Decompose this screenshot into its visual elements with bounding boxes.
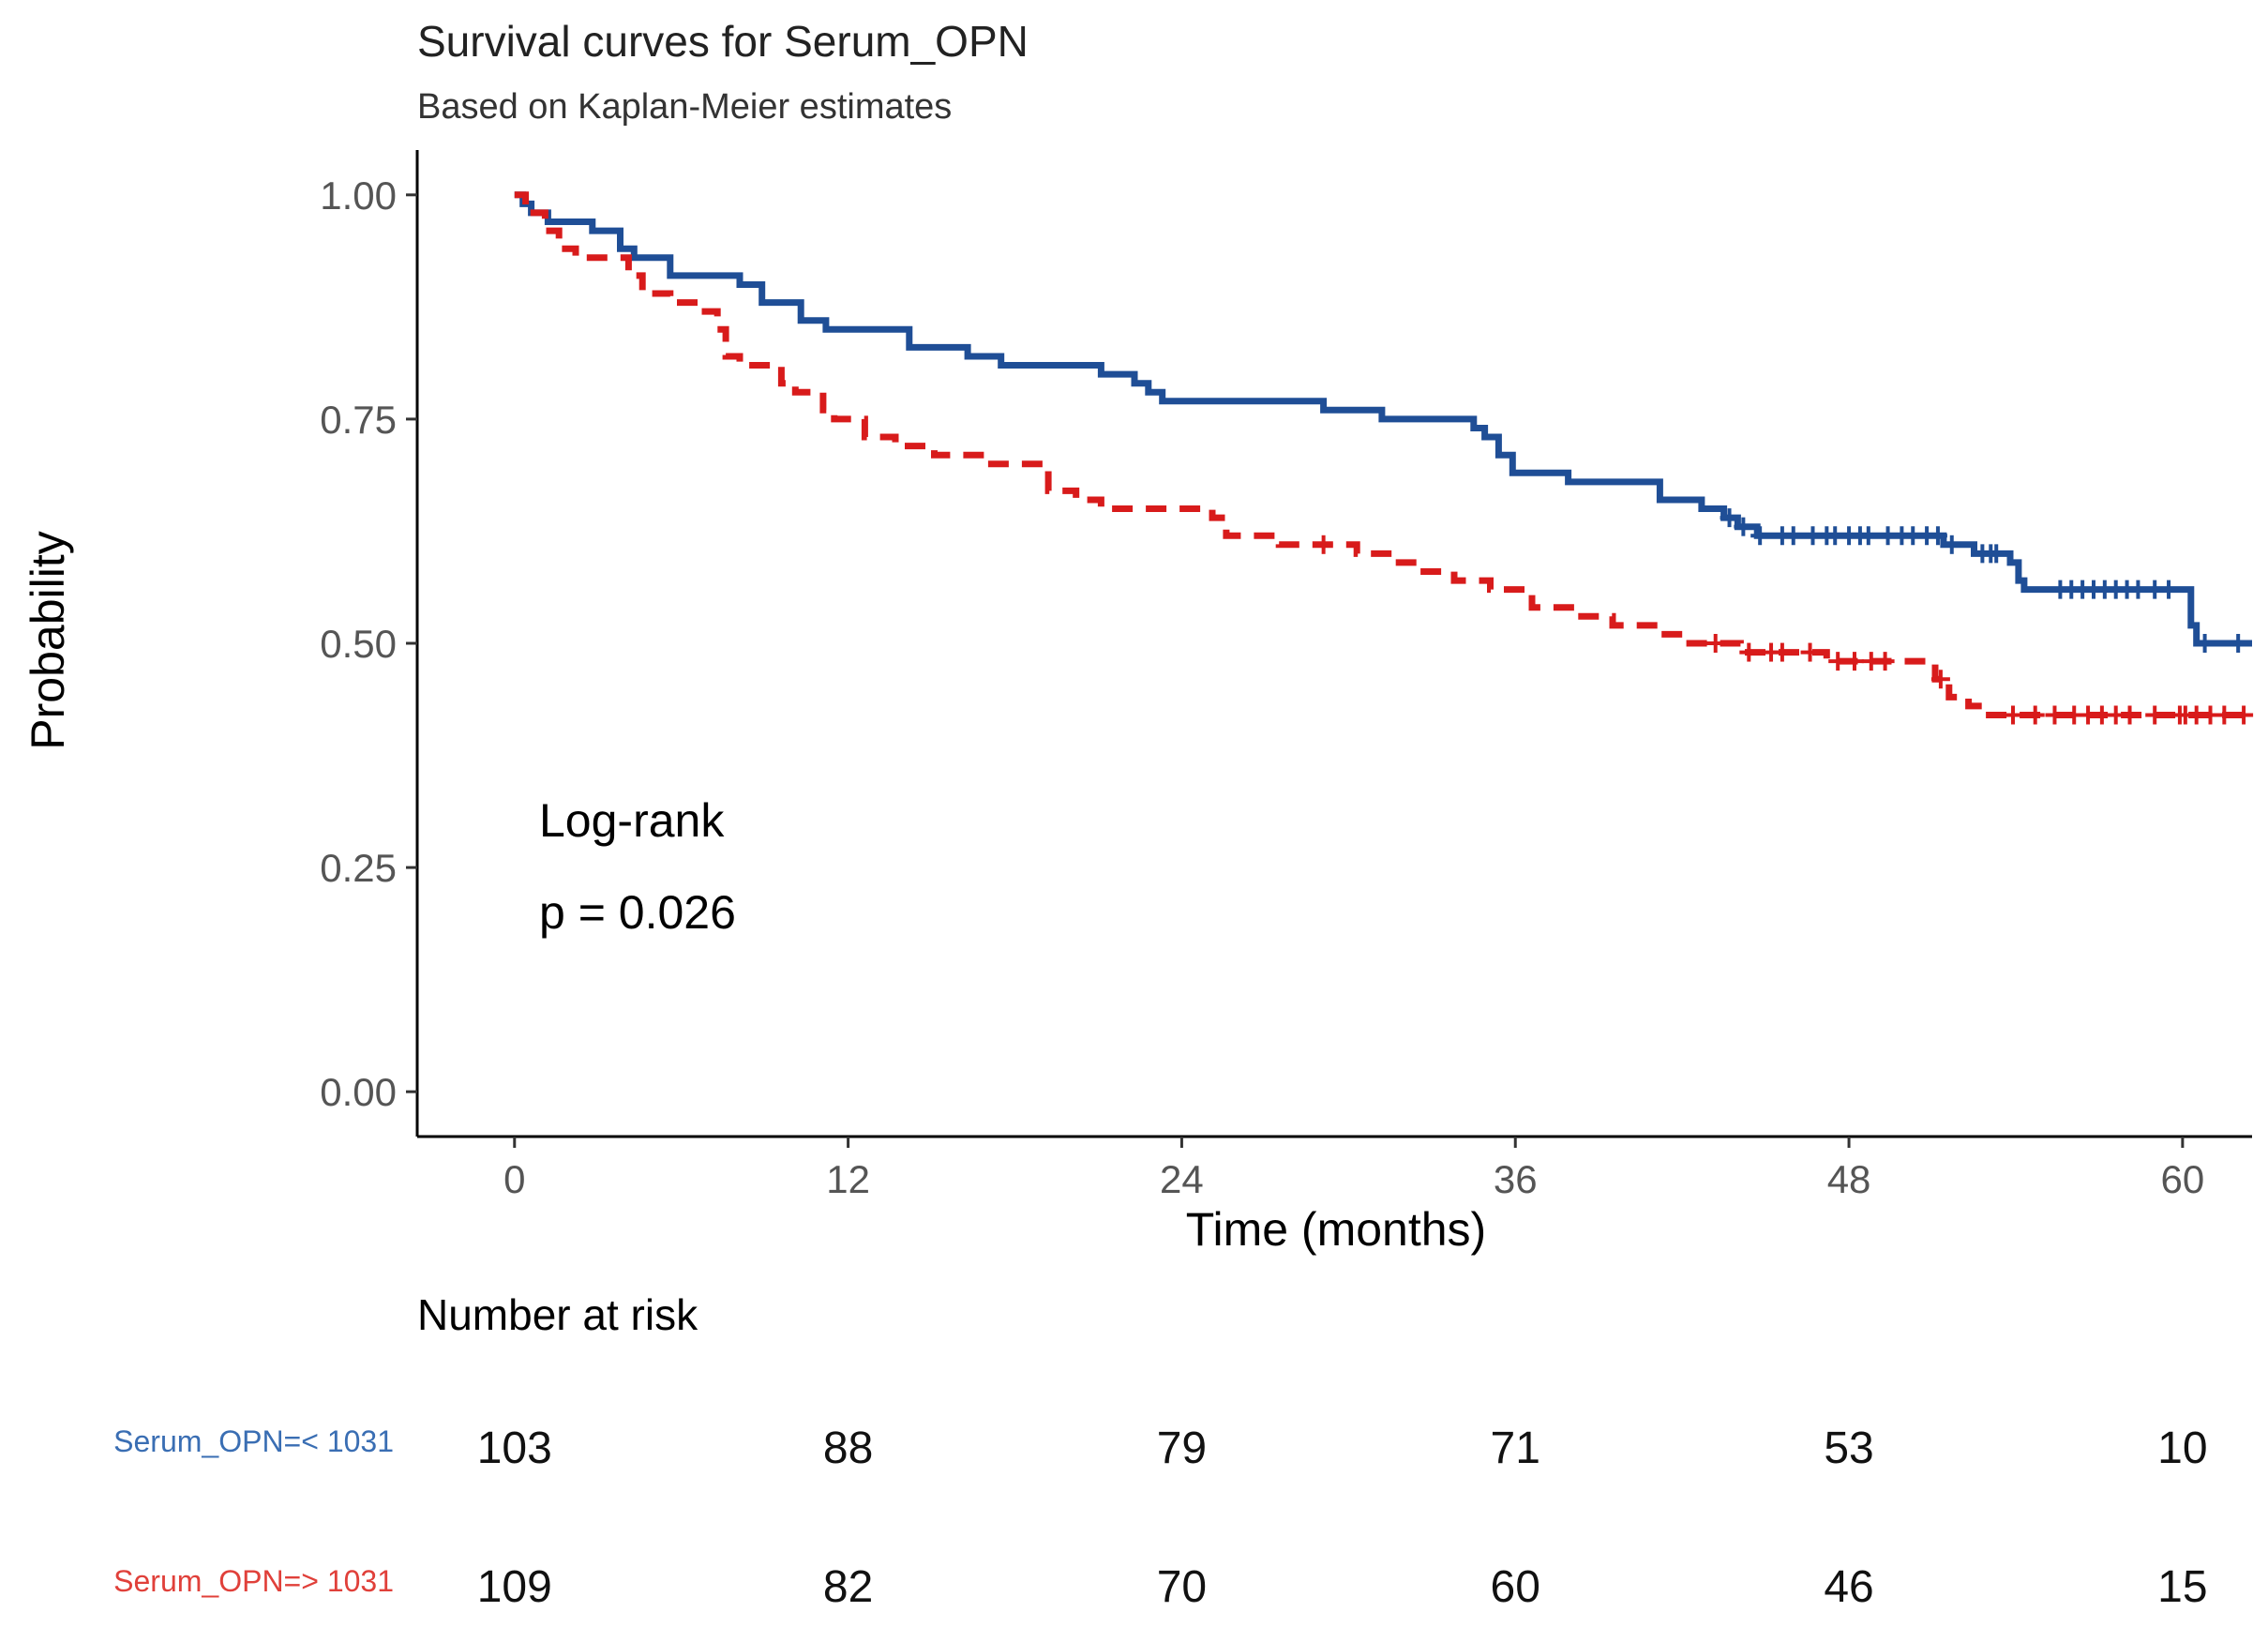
censor-mark: [2045, 705, 2065, 725]
x-tick-label: 12: [826, 1157, 870, 1201]
censor-mark: [1314, 535, 1333, 554]
censor-mark: [2195, 634, 2215, 653]
x-ticks: 0 12 24 36 48 60: [503, 1137, 2204, 1201]
censor-mark: [1800, 642, 1820, 662]
risk-count: 15: [2157, 1562, 2207, 1612]
censor-mark: [1858, 526, 1878, 546]
risk-count: 60: [1491, 1562, 1540, 1612]
survival-curves: [514, 191, 2254, 725]
risk-count: 53: [1824, 1424, 1873, 1473]
risk-count: 82: [823, 1562, 873, 1612]
risk-count: 79: [1157, 1424, 1207, 1473]
y-tick-label: 0.50: [320, 622, 397, 666]
risk-count: 10: [2157, 1424, 2207, 1473]
risk-table-title: Number at risk: [417, 1290, 698, 1339]
y-tick-label: 0.75: [320, 398, 397, 442]
censor-mark: [1828, 652, 1848, 671]
risk-count: 103: [477, 1424, 552, 1473]
survival-curve-low: [514, 191, 2252, 647]
censor-mark: [2145, 705, 2165, 725]
y-tick-label: 0.25: [320, 846, 397, 890]
risk-count: 46: [1824, 1562, 1873, 1612]
censor-mark: [1844, 652, 1864, 671]
censor-mark: [1750, 526, 1770, 546]
censor-mark: [2003, 705, 2022, 725]
risk-count: 88: [823, 1424, 873, 1473]
survival-curve-high: [514, 191, 2252, 718]
chart-subtitle: Based on Kaplan-Meier estimates: [417, 87, 952, 127]
censor-mark: [1930, 670, 1950, 689]
censor-mark: [2025, 705, 2045, 725]
risk-count: 109: [477, 1562, 552, 1612]
censor-mark: [2120, 705, 2140, 725]
risk-row-label-low: Serum_OPN=< 1031: [113, 1424, 394, 1458]
risk-row-label-high: Serum_OPN=> 1031: [113, 1564, 394, 1598]
censor-mark: [1875, 652, 1895, 671]
censor-mark: [1734, 517, 1753, 536]
risk-count: 71: [1491, 1424, 1540, 1473]
censor-mark: [1739, 642, 1759, 662]
censor-mark: [1942, 535, 1961, 554]
y-ticks: 0.00 0.25 0.50 0.75 1.00: [320, 173, 417, 1114]
x-axis-label: Time (months): [1186, 1203, 1486, 1256]
censor-mark: [1783, 526, 1803, 546]
x-tick-label: 36: [1494, 1157, 1538, 1201]
x-tick-label: 0: [503, 1157, 525, 1201]
log-rank-label: Log-rank: [539, 794, 725, 847]
x-tick-label: 24: [1160, 1157, 1204, 1201]
censor-mark: [2215, 705, 2234, 725]
y-axis-label: Probability: [22, 531, 74, 749]
risk-count: 70: [1157, 1562, 1207, 1612]
y-tick-label: 0.00: [320, 1070, 397, 1114]
x-tick-label: 60: [2161, 1157, 2205, 1201]
censor-mark: [2128, 580, 2148, 599]
censor-mark: [1705, 634, 1725, 653]
censor-mark: [1772, 642, 1792, 662]
censor-mark: [2229, 634, 2248, 653]
censor-mark: [1987, 544, 2006, 564]
chart-title: Survival curves for Serum_OPN: [417, 17, 1029, 66]
p-value-label: p = 0.026: [539, 886, 736, 939]
censor-mark: [1720, 508, 1739, 528]
x-tick-label: 48: [1827, 1157, 1871, 1201]
y-tick-label: 1.00: [320, 173, 397, 218]
censor-mark: [2234, 705, 2254, 725]
censor-mark: [2159, 580, 2179, 599]
risk-counts: 103 88 79 71 53 10 109 82 70 60 46 15: [477, 1424, 2208, 1612]
censor-mark: [1928, 526, 1947, 546]
